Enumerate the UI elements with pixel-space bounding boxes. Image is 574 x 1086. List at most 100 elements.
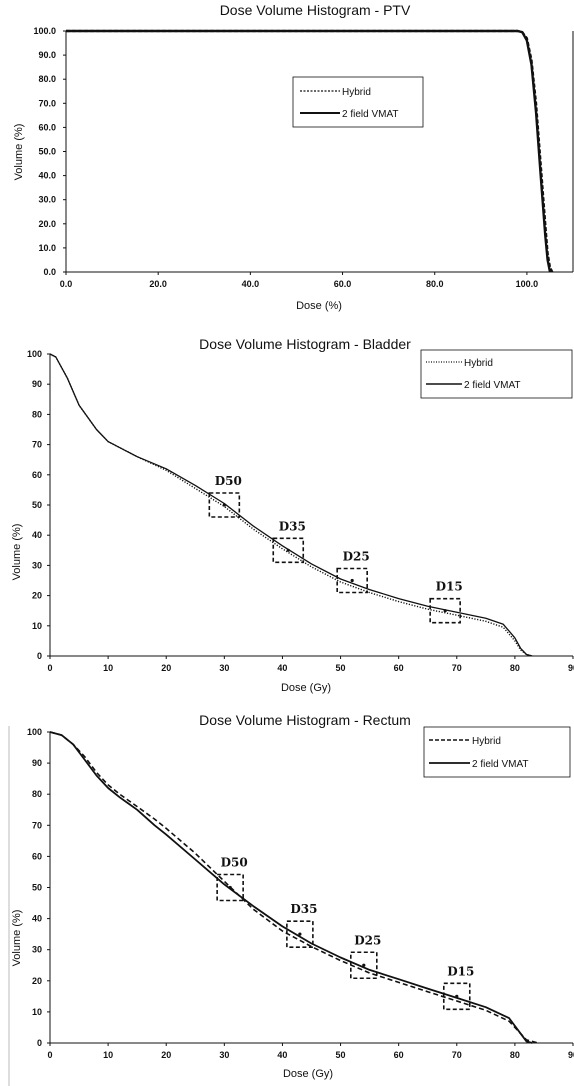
chart-title: Dose Volume Histogram - Bladder [199,336,411,352]
legend-label-vmat: 2 field VMAT [342,109,399,120]
annotation-point [286,548,290,552]
annotation-point [228,885,232,890]
y-tick-label: 90 [32,758,42,768]
x-tick-label: 0.0 [60,279,73,289]
legend: Hybrid 2 field VMAT [423,726,571,778]
legend-box [292,76,424,128]
y-tick-label: 50 [32,500,42,510]
x-tick-label: 60 [394,663,404,673]
x-tick-label: 30 [219,663,229,673]
legend-label-vmat: 2 field VMAT [464,380,521,391]
x-tick-labels: 0 10 20 30 40 50 60 70 80 90 [47,663,574,673]
y-tick-label: 50 [32,883,42,893]
annotation-point [222,503,226,507]
annotation-point [362,963,366,967]
legend: Hybrid 2 field VMAT [420,349,573,399]
y-tick-label: 0 [37,651,42,661]
chart-title: Dose Volume Histogram - PTV [220,2,411,18]
x-tick-label: 50 [336,1050,346,1060]
y-tick-label: 30.0 [38,195,56,205]
x-tick-label: 60 [394,1050,404,1060]
x-tick-label: 20.0 [149,279,167,289]
x-tick-label: 20 [161,663,171,673]
annotation-point [455,994,459,998]
legend-label-hybrid: Hybrid [342,87,371,98]
plot-area [65,31,574,273]
y-tick-label: 0 [37,1038,42,1048]
x-tick-label: 40 [277,663,287,673]
series-layer [66,29,554,273]
annotation-point [298,932,302,936]
annotation-label: D35 [279,519,306,533]
x-tick-label: 0 [47,663,52,673]
x-tick-label: 30 [219,1050,229,1060]
y-tick-label: 60.0 [38,122,56,132]
annotation-point [443,609,447,613]
y-tick-label: 70 [32,440,42,450]
plot-area [49,732,573,1044]
y-tick-label: 70.0 [38,98,56,108]
y-tick-label: 40 [32,530,42,540]
y-tick-label: 40.0 [38,171,56,181]
y-tick-label: 20 [32,591,42,601]
annotation-box [216,873,244,902]
tick-marks [47,731,574,1046]
bladder-chart: Dose Volume Histogram - Bladder 0 10 20 … [11,336,574,694]
x-axis-label: Dose (Gy) [281,682,331,694]
series-line-2-field-vmat [66,29,552,273]
y-tick-label: 50.0 [38,147,56,157]
y-tick-labels: 0 10 20 30 40 50 60 70 80 90 100 [27,349,42,661]
x-tick-label: 10 [103,1050,113,1060]
y-tick-label: 10.0 [38,243,56,253]
annotation-box [336,567,368,594]
annotation-box [272,537,305,564]
chart-title: Dose Volume Histogram - Rectum [199,712,411,728]
y-tick-label: 90.0 [38,50,56,60]
x-tick-label: 80 [510,1050,520,1060]
annotation-label: D25 [354,933,381,947]
y-tick-label: 70 [32,820,42,830]
x-tick-label: 90 [568,663,574,673]
annotation-label: D15 [447,964,474,978]
y-tick-label: 100.0 [33,26,56,36]
series-line-hybrid [49,731,539,1044]
series-line-hybrid [66,29,554,273]
ptv-chart: Dose Volume Histogram - PTV 0.0 10.0 20.… [13,2,574,312]
x-tick-label: 80.0 [426,279,444,289]
annotation-point [350,578,354,583]
legend-box [423,726,571,778]
legend-label-hybrid: Hybrid [472,736,501,747]
y-axis-label: Volume (%) [11,524,23,581]
annotation-box [349,951,378,980]
annotation-layer: D50 D35 D25 D15 [216,856,474,1011]
y-tick-label: 100 [27,727,42,737]
y-tick-label: 10 [32,621,42,631]
x-tick-label: 90 [568,1050,574,1060]
y-tick-label: 60 [32,470,42,480]
x-tick-label: 80 [510,663,520,673]
annotation-label: D50 [221,856,248,870]
series-line-2-field-vmat [49,353,533,657]
annotation-label: D50 [215,474,242,488]
annotation-box [208,492,241,518]
x-axis-label: Dose (%) [296,300,342,312]
legend-label-vmat: 2 field VMAT [472,759,529,770]
x-tick-label: 50 [336,663,346,673]
x-tick-label: 40.0 [242,279,260,289]
y-tick-label: 0.0 [43,267,56,277]
tick-marks [63,30,528,275]
plot-area [49,354,573,657]
x-tick-label: 10 [103,663,113,673]
x-tick-labels: 0 10 20 30 40 50 60 70 80 90 [47,1050,574,1060]
y-tick-label: 90 [32,379,42,389]
x-tick-labels: 0.0 20.0 40.0 60.0 80.0 100.0 [60,279,538,289]
series-layer [49,353,533,657]
x-tick-label: 20 [161,1050,171,1060]
y-tick-label: 100 [27,349,42,359]
series-line-2-field-vmat [49,731,533,1044]
y-tick-label: 80.0 [38,74,56,84]
annotation-label: D25 [343,550,370,564]
y-tick-label: 80 [32,409,42,419]
y-tick-label: 10 [32,1007,42,1017]
y-tick-label: 20.0 [38,219,56,229]
